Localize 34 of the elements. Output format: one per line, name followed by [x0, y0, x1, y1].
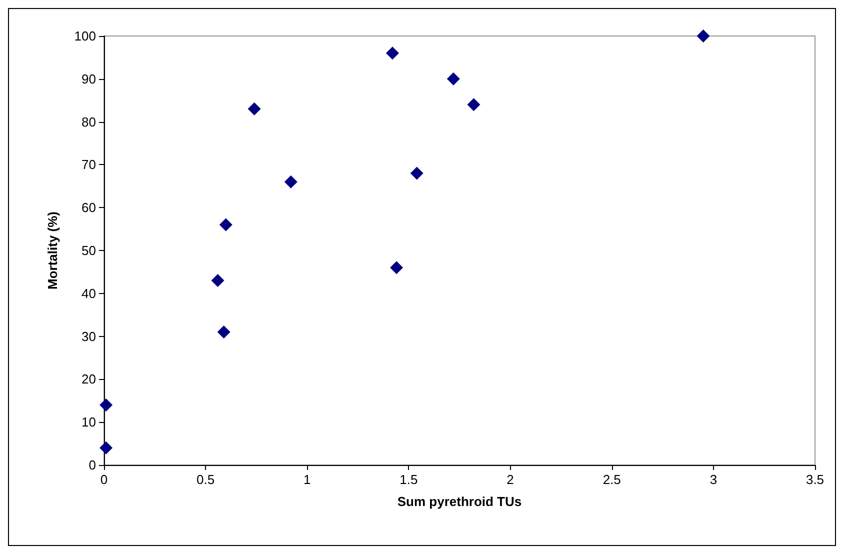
- x-tick-label: 1: [304, 472, 311, 487]
- point: [390, 261, 404, 274]
- x-tick-label: 3: [710, 472, 718, 487]
- y-axis-title: Mortality (%): [45, 212, 60, 290]
- y-tick-label: 0: [88, 458, 96, 472]
- y-tick-label: 70: [82, 157, 96, 172]
- point: [446, 72, 460, 86]
- point: [248, 102, 261, 116]
- y-tick-label: 10: [82, 414, 96, 430]
- y-tick-label: 20: [82, 372, 96, 387]
- x-tick-label: 0: [100, 472, 108, 487]
- x-tick-label: 3.5: [806, 472, 824, 487]
- x-tick-label: 1.5: [400, 472, 418, 487]
- y-tick-label: 40: [82, 286, 96, 301]
- point: [217, 326, 230, 339]
- x-tick-label: 2.5: [602, 472, 621, 487]
- x-axis-title: Sum pyrethroid TUs: [397, 494, 522, 509]
- x-tick-label: 2: [506, 472, 514, 487]
- point: [696, 30, 710, 42]
- y-tick-label: 100: [74, 28, 96, 44]
- point: [410, 166, 424, 180]
- point: [211, 274, 224, 288]
- point: [219, 218, 232, 232]
- x-tick-label: 0.5: [196, 472, 215, 487]
- y-tick-label: 80: [82, 114, 96, 130]
- point: [100, 441, 113, 454]
- y-tick-label: 60: [82, 200, 96, 216]
- y-tick-label: 50: [82, 243, 96, 258]
- point: [100, 398, 113, 412]
- y-tick-label: 30: [82, 328, 96, 344]
- point: [467, 98, 480, 112]
- y-tick-label: 90: [82, 71, 96, 86]
- point: [386, 46, 399, 60]
- point: [284, 175, 298, 188]
